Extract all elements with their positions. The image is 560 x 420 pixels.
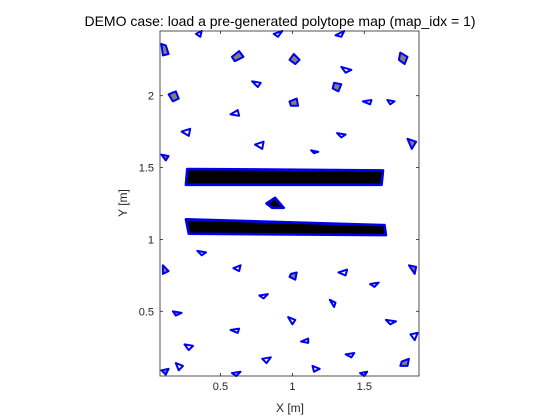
polytope-obstacle: [265, 196, 286, 210]
polytope-obstacle: [311, 364, 321, 373]
polytope-obstacle: [272, 30, 284, 38]
x-tick-label: 1.5: [357, 381, 372, 393]
polytope-obstacle: [287, 316, 297, 326]
polytope-obstacle: [384, 318, 397, 326]
polytope-obstacle: [399, 357, 410, 367]
polytope-obstacle: [340, 65, 353, 74]
chart-title: DEMO case: load a pre-generated polytope…: [84, 13, 475, 29]
y-axis-label: Y [m]: [116, 189, 130, 217]
polytope-obstacle: [359, 370, 369, 377]
axes-box: [159, 30, 420, 377]
y-tick-label: 1.5: [139, 163, 154, 175]
x-tick-label: 0.5: [213, 381, 228, 393]
polytope-obstacle: [251, 80, 262, 89]
polytope-obstacle: [195, 30, 203, 38]
polytope-obstacle: [254, 140, 265, 150]
polytope-obstacle: [406, 137, 418, 150]
y-tick-label: 0.5: [139, 306, 154, 318]
polytope-obstacle: [369, 281, 380, 288]
polytope-obstacle: [407, 264, 418, 275]
polytope-obstacle: [331, 81, 343, 93]
y-tick-label: 2: [148, 91, 154, 103]
y-axis: 0.5 1 1.5 2: [139, 91, 419, 318]
polytope-obstacle: [184, 218, 388, 237]
axes-background: [160, 31, 419, 376]
polytope-obstacle: [183, 343, 195, 352]
polytope-obstacle: [310, 149, 320, 155]
polytope-obstacle: [174, 362, 184, 372]
polytope-layer: [160, 30, 419, 377]
polytope-obstacle: [397, 51, 409, 66]
polytope-obstacle: [160, 367, 170, 376]
polytope-obstacle: [300, 337, 310, 344]
y-tick-label: 1: [148, 234, 154, 246]
polytope-obstacle: [328, 298, 337, 308]
polytope-obstacle: [230, 370, 242, 377]
x-axis-label: X [m]: [276, 401, 304, 415]
polytope-obstacle: [288, 97, 300, 107]
polytope-obstacle: [288, 271, 298, 281]
polytope-obstacle: [184, 167, 385, 187]
polytope-obstacle: [409, 331, 419, 342]
polytope-obstacle: [336, 132, 347, 139]
polytope-obstacle: [232, 264, 242, 273]
polytope-obstacle: [344, 352, 356, 359]
polytope-obstacle: [171, 310, 183, 317]
polytope-obstacle: [160, 153, 170, 162]
polytope-obstacle: [160, 42, 170, 57]
polytope-obstacle: [229, 327, 241, 334]
polytope-obstacle: [386, 99, 396, 106]
plot-area: [159, 30, 420, 377]
polytope-obstacle: [361, 99, 373, 106]
x-tick-label: 1: [289, 381, 295, 393]
polytope-obstacle: [334, 30, 346, 38]
polytope-obstacle: [180, 127, 192, 137]
polytope-obstacle: [258, 293, 269, 300]
polytope-obstacle: [230, 50, 245, 63]
polytope-obstacle: [288, 53, 301, 66]
x-axis: 0.5 1 1.5: [213, 31, 372, 393]
polytope-obstacle: [161, 264, 170, 275]
polytope-obstacle: [229, 109, 241, 117]
polytope-obstacle: [196, 249, 207, 257]
polytope-obstacle: [337, 268, 349, 277]
polytope-obstacle: [261, 356, 272, 365]
polytope-obstacle: [167, 90, 180, 103]
